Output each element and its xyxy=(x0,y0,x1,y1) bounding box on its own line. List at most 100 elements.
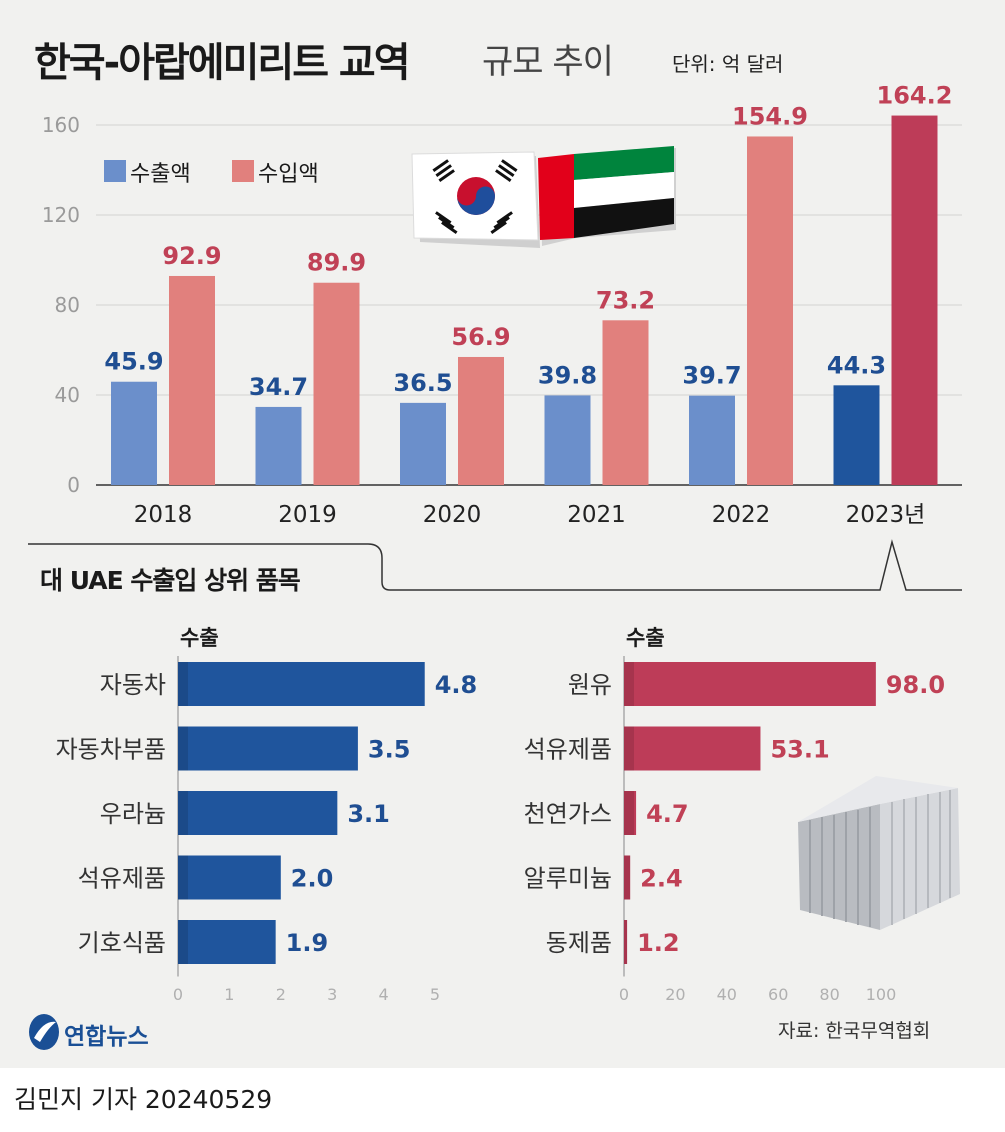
y-tick-label: 120 xyxy=(42,203,80,227)
legend-import-label: 수입액 xyxy=(258,162,319,187)
import-value-label: 154.9 xyxy=(732,102,808,130)
section2-title: 대 UAE 수출입 상위 품목 xyxy=(40,566,301,595)
x-tick-label: 0 xyxy=(173,985,183,1004)
export-value-label: 45.9 xyxy=(104,348,163,376)
item-label: 동제품 xyxy=(546,929,612,957)
export-items-chart: 자동차 4.8 자동차부품 3.5 우라늄 3.1 석유제품 2.0 기호식품 1.9 0 1 2 3 4 5 xyxy=(56,656,478,1004)
x-tick-label: 1 xyxy=(224,985,234,1004)
item-bar xyxy=(178,920,276,964)
export-bar xyxy=(255,406,302,485)
item-bar-shade xyxy=(178,855,188,900)
item-label: 알루미늄 xyxy=(524,865,612,893)
item-value-label: 53.1 xyxy=(770,736,829,764)
item-bar-shade xyxy=(624,920,628,964)
import-value-label: 73.2 xyxy=(596,286,655,314)
unit-label: 단위: 억 달러 xyxy=(672,52,784,76)
import-value-label: 56.9 xyxy=(451,323,510,351)
export-value-label: 39.8 xyxy=(538,361,597,389)
item-bar-shade xyxy=(178,791,188,835)
item-value-label: 4.7 xyxy=(646,800,689,828)
item-bar-shade xyxy=(624,662,634,706)
item-label: 기호식품 xyxy=(78,929,166,957)
import-value-label: 92.9 xyxy=(162,242,221,270)
export-bar xyxy=(400,402,446,485)
item-label: 석유제품 xyxy=(78,865,166,893)
x-tick-label: 5 xyxy=(430,985,440,1004)
import-bar xyxy=(169,275,215,485)
yonhap-logo-icon xyxy=(29,1014,59,1050)
item-bar-shade xyxy=(178,662,188,706)
item-bar xyxy=(178,855,281,900)
x-tick-label: 2022 xyxy=(712,502,771,528)
export-value-label: 39.7 xyxy=(682,362,741,390)
chart-legend: 수출액 수입액 xyxy=(104,156,364,187)
import-bar xyxy=(891,115,938,486)
item-bar xyxy=(178,662,425,706)
x-tick-label: 2 xyxy=(276,985,286,1004)
x-tick-label: 40 xyxy=(717,985,737,1004)
y-tick-label: 160 xyxy=(42,113,80,137)
x-tick-label: 20 xyxy=(665,985,685,1004)
item-value-label: 2.4 xyxy=(640,865,683,893)
data-source: 자료: 한국무역협회 xyxy=(778,1020,931,1042)
item-bar-shade xyxy=(624,791,634,835)
item-bar xyxy=(178,726,358,771)
x-tick-label: 2020 xyxy=(423,502,482,528)
item-bar xyxy=(624,791,637,835)
item-bar-shade xyxy=(624,855,631,900)
x-tick-label: 2023년 xyxy=(846,502,926,528)
section-divider xyxy=(28,539,962,591)
item-label: 원유 xyxy=(568,671,612,699)
y-tick-label: 80 xyxy=(55,293,80,317)
legend-export-label: 수출액 xyxy=(130,162,191,187)
x-tick-label: 100 xyxy=(866,985,897,1004)
x-tick-label: 2018 xyxy=(134,502,193,528)
item-value-label: 4.8 xyxy=(435,671,478,699)
item-label: 자동차부품 xyxy=(56,736,166,764)
y-tick-label: 40 xyxy=(55,383,80,407)
item-label: 우라늄 xyxy=(100,800,166,828)
x-tick-label: 4 xyxy=(379,985,389,1004)
shipping-container-illustration xyxy=(798,776,960,930)
import-bar xyxy=(602,320,649,485)
import-value-label: 89.9 xyxy=(307,249,366,277)
item-value-label: 98.0 xyxy=(886,671,945,699)
x-tick-label: 2021 xyxy=(567,502,626,528)
item-value-label: 3.5 xyxy=(368,736,411,764)
export-bar xyxy=(111,381,157,485)
flags-illustration xyxy=(411,146,676,248)
uae-flag-icon xyxy=(538,146,676,246)
page-subtitle: 규모 추이 xyxy=(482,42,614,82)
import-items-chart: 원유 98.0 석유제품 53.1 천연가스 4.7 알루미늄 2.4 동제품 1.2 0 20 40 6… xyxy=(524,656,945,1004)
reporter-credit: 김민지 기자 20240529 xyxy=(14,1085,273,1114)
korea-flag-icon xyxy=(411,151,540,248)
export-value-label: 34.7 xyxy=(249,373,308,401)
export-bar xyxy=(544,395,591,485)
import-bar xyxy=(313,282,360,485)
export-bar xyxy=(833,385,880,485)
item-bar-shade xyxy=(178,920,188,964)
item-label: 자동차 xyxy=(100,671,166,699)
item-bar xyxy=(624,855,631,900)
legend-import-swatch xyxy=(232,160,254,182)
export-value-label: 44.3 xyxy=(827,351,886,379)
export-items-heading: 수출 xyxy=(180,626,219,650)
page-title: 한국-아랍에미리트 교역 xyxy=(34,40,411,86)
item-value-label: 1.2 xyxy=(637,929,680,957)
legend-export-swatch xyxy=(104,160,126,182)
y-tick-label: 0 xyxy=(67,473,80,497)
item-bar xyxy=(624,920,628,964)
x-tick-label: 60 xyxy=(768,985,788,1004)
item-value-label: 1.9 xyxy=(286,929,329,957)
item-bar xyxy=(178,791,338,835)
trade-trend-chart: 0 40 80 120 160 45.9 92.9 2018 34.7 89.9 2019 36.5 5… xyxy=(42,82,962,528)
item-value-label: 3.1 xyxy=(347,800,390,828)
x-tick-label: 80 xyxy=(819,985,839,1004)
item-bar-shade xyxy=(624,726,634,771)
item-bar xyxy=(624,662,876,706)
yonhap-logo-text: 연합뉴스 xyxy=(64,1024,149,1050)
export-bar xyxy=(689,395,735,485)
import-bar xyxy=(458,356,504,485)
import-bar xyxy=(747,136,793,485)
item-value-label: 2.0 xyxy=(291,865,334,893)
